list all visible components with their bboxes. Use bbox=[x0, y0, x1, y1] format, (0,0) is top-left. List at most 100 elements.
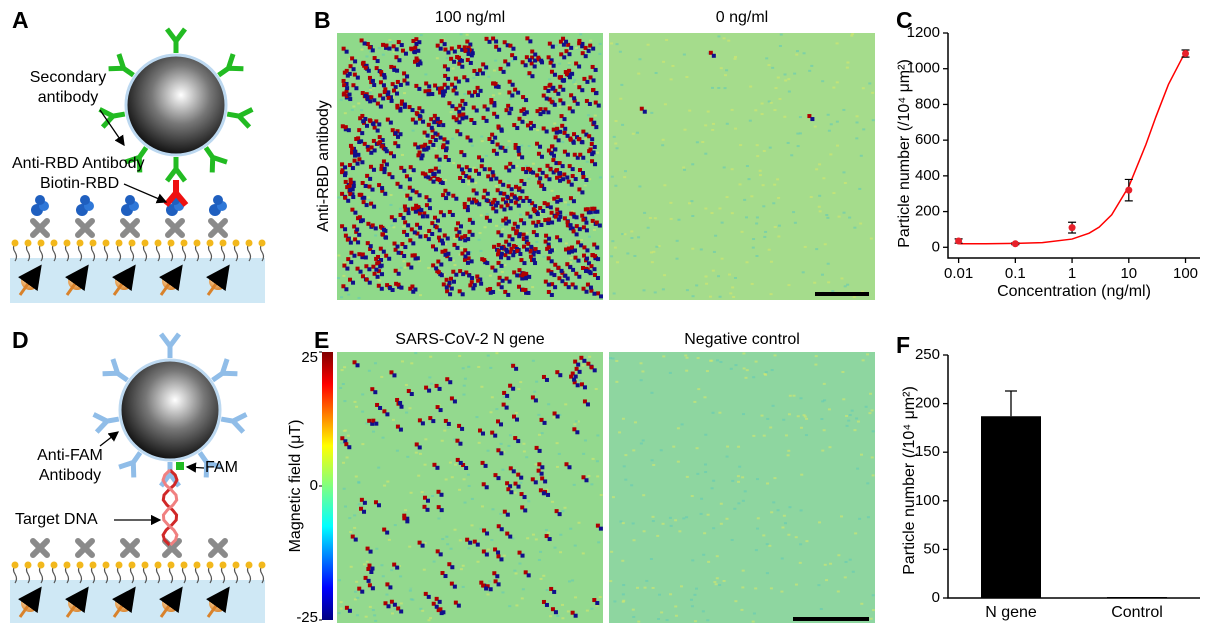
field-texture bbox=[810, 64, 814, 67]
lipid-head bbox=[245, 561, 253, 569]
dipole-red bbox=[357, 157, 362, 162]
dipole-red bbox=[549, 69, 554, 74]
dipole-blue bbox=[390, 175, 395, 180]
lipid-head bbox=[193, 239, 201, 247]
dipole-red bbox=[517, 268, 522, 273]
dipole-blue bbox=[592, 120, 597, 125]
dipole-red bbox=[562, 172, 567, 177]
field-texture bbox=[653, 217, 657, 220]
dipole-blue bbox=[438, 46, 443, 51]
field-texture bbox=[549, 615, 553, 618]
dipole-red bbox=[570, 282, 575, 287]
field-texture bbox=[586, 218, 590, 221]
dipole-blue bbox=[448, 380, 453, 385]
field-texture bbox=[813, 281, 817, 284]
field-texture bbox=[743, 198, 747, 201]
field-texture bbox=[507, 444, 511, 447]
dipole-blue bbox=[475, 542, 480, 547]
field-texture bbox=[427, 619, 431, 622]
dipole-blue bbox=[558, 238, 563, 243]
field-texture bbox=[480, 385, 484, 388]
field-texture bbox=[597, 541, 601, 544]
field-texture bbox=[478, 232, 482, 235]
dipole-red bbox=[533, 247, 538, 252]
field-texture bbox=[435, 57, 439, 60]
dipole-blue bbox=[388, 95, 393, 100]
dipole-blue bbox=[418, 61, 423, 66]
dipole-blue bbox=[547, 236, 552, 241]
lipid-head bbox=[167, 239, 175, 247]
dipole-red bbox=[442, 64, 447, 69]
dipole-blue bbox=[584, 256, 589, 261]
field-texture bbox=[470, 497, 474, 500]
dipole-blue bbox=[367, 267, 372, 272]
field-texture bbox=[718, 583, 722, 586]
x-tick-label: Control bbox=[1111, 604, 1163, 621]
dipole-blue bbox=[558, 210, 563, 215]
field-texture bbox=[704, 433, 708, 436]
field-texture bbox=[483, 226, 487, 229]
lipid-head bbox=[50, 239, 58, 247]
field-texture bbox=[710, 359, 714, 362]
field-texture bbox=[773, 183, 777, 186]
field-texture bbox=[467, 547, 471, 550]
dipole-red bbox=[464, 270, 469, 275]
dipole-blue bbox=[580, 190, 585, 195]
dipole-blue bbox=[579, 243, 584, 248]
dipole-blue bbox=[353, 153, 358, 158]
field-texture bbox=[591, 457, 595, 460]
row-label: Anti-RBD antibody bbox=[315, 100, 332, 232]
dipole-red bbox=[448, 276, 453, 281]
dipole-red bbox=[591, 87, 596, 92]
dipole-red bbox=[536, 219, 541, 224]
field-texture bbox=[342, 261, 346, 264]
dipole-red bbox=[496, 230, 501, 235]
field-texture bbox=[534, 463, 538, 466]
dipole-blue bbox=[442, 42, 447, 47]
field-texture bbox=[737, 445, 741, 448]
dipole-red bbox=[412, 253, 417, 258]
field-texture bbox=[762, 205, 766, 208]
panel-letter: A bbox=[12, 7, 29, 33]
field-texture bbox=[738, 183, 742, 186]
antibody-shape bbox=[203, 146, 228, 173]
streptavidin bbox=[75, 538, 95, 558]
dipole-red bbox=[367, 45, 372, 50]
dipole-red bbox=[535, 141, 540, 146]
y-tick-label: 0 bbox=[932, 589, 940, 606]
field-texture bbox=[565, 214, 569, 217]
y-tick-label: 150 bbox=[915, 443, 940, 460]
field-texture bbox=[353, 400, 357, 403]
dipole-red bbox=[458, 175, 463, 180]
antibody bbox=[197, 451, 222, 478]
dipole-red bbox=[341, 284, 346, 289]
field-texture bbox=[361, 443, 365, 446]
dipole-red bbox=[566, 179, 571, 184]
dipole-red bbox=[437, 238, 442, 243]
dipole-red bbox=[392, 241, 397, 246]
dipole-blue bbox=[456, 79, 461, 84]
dipole-red bbox=[590, 64, 595, 69]
field-texture bbox=[429, 355, 433, 358]
dipole-blue bbox=[386, 90, 391, 95]
dipole-red bbox=[595, 523, 600, 528]
dipole-blue bbox=[499, 527, 504, 532]
field-texture bbox=[408, 407, 412, 410]
dipole-red bbox=[539, 417, 544, 422]
dipole-red bbox=[587, 149, 592, 154]
field-texture bbox=[688, 202, 692, 205]
dipole-blue bbox=[425, 133, 430, 138]
dipole-red bbox=[458, 269, 463, 274]
dipole-red bbox=[357, 128, 362, 133]
dipole-red bbox=[472, 68, 477, 73]
dipole-blue bbox=[564, 39, 569, 44]
field-texture bbox=[477, 238, 481, 241]
field-texture bbox=[491, 94, 495, 97]
field-texture bbox=[761, 184, 765, 187]
field-texture bbox=[589, 39, 593, 42]
dipole-blue bbox=[405, 232, 410, 237]
dipole-blue bbox=[460, 292, 465, 297]
field-texture bbox=[631, 522, 635, 525]
dipole-blue bbox=[525, 247, 530, 252]
dipole-red bbox=[547, 97, 552, 102]
